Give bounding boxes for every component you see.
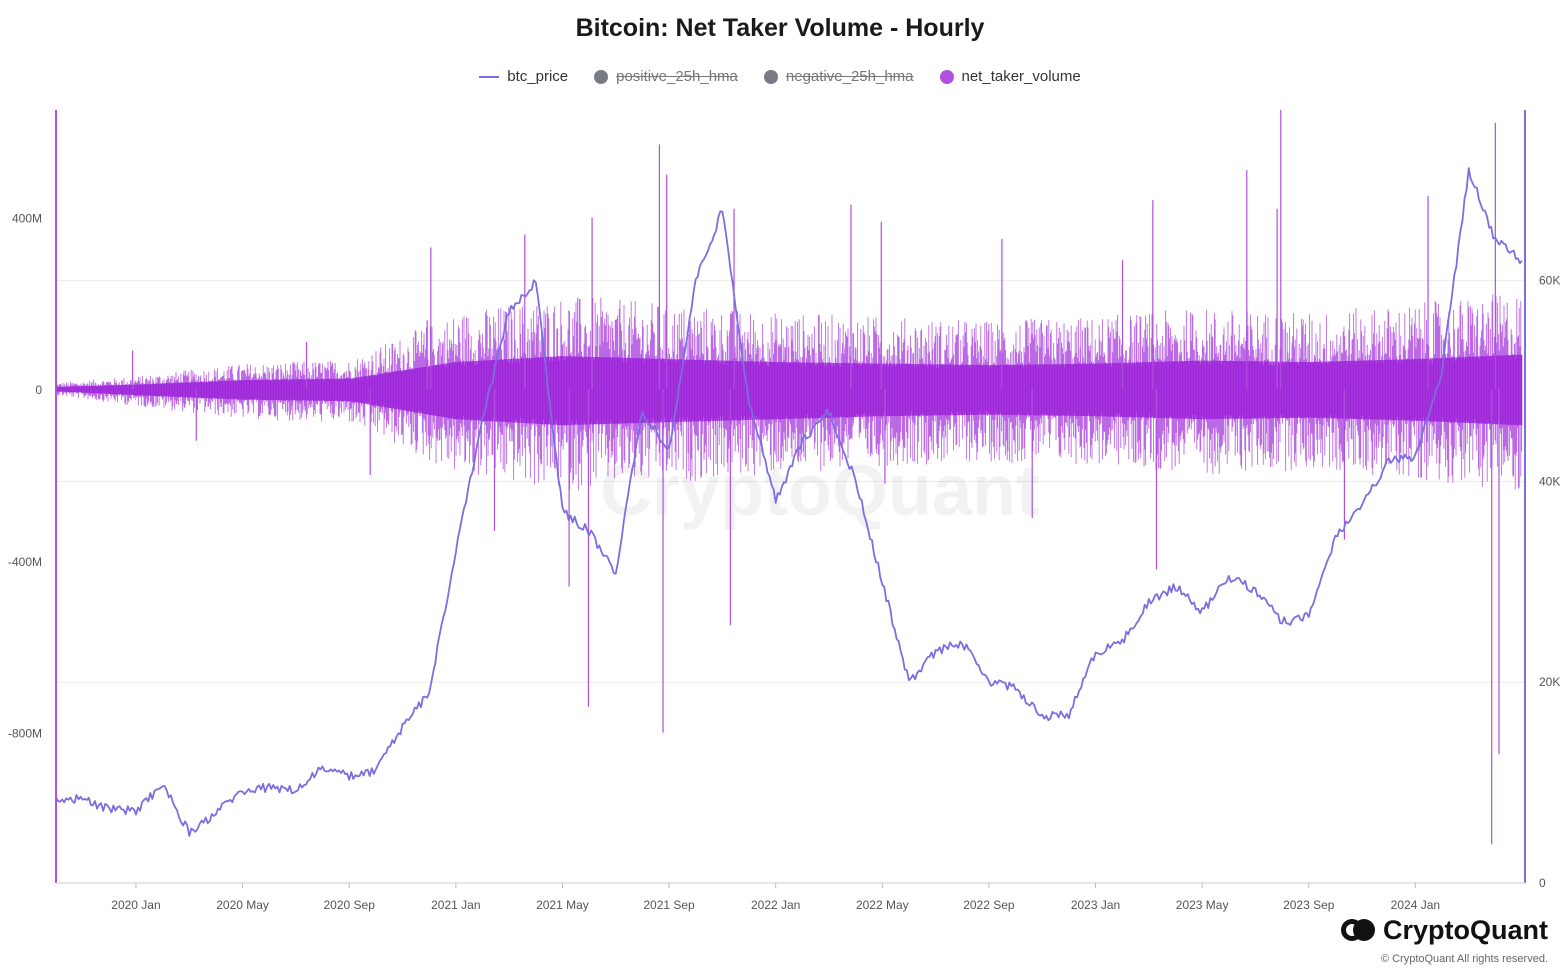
legend-dot-swatch [763,69,778,84]
x-tick-label: 2023 Jan [1071,898,1120,912]
legend-item-negative-25h-hma[interactable]: negative_25h_hma [763,68,914,85]
y-right-tick-label: 60K [1539,274,1560,288]
legend-dot-swatch [594,69,609,84]
btc-price-series [55,167,1523,837]
legend-line-swatch [479,75,500,78]
y-left-tick-label: 400M [12,211,42,225]
x-tick-label: 2020 Sep [324,898,376,912]
x-tick-label: 2022 Sep [963,898,1015,912]
x-tick-label: 2020 May [216,898,269,912]
x-tick-label: 2022 May [856,898,909,912]
legend-dot-swatch [939,69,954,84]
tick-labels: 400M 0 -400M -800M 60K 40K 20K 0 2020 Jan 2020 Ma… [8,211,1560,912]
cryptoquant-logo: CryptoQuant [1341,915,1548,946]
x-tick-label: 2021 Jan [431,898,480,912]
y-right-tick-label: 0 [1539,876,1546,890]
x-tick-label: 2021 May [536,898,589,912]
legend-label: btc_price [507,68,569,85]
x-tick-label: 2023 May [1176,898,1229,912]
y-right-tick-label: 40K [1539,474,1560,488]
legend-item-net-taker-volume[interactable]: net_taker_volume [939,68,1081,85]
watermark: CryptoQuant [600,451,1040,531]
logo-text: CryptoQuant [1383,915,1548,945]
legend-label: positive_25h_hma [616,68,738,85]
chart-title: Bitcoin: Net Taker Volume - Hourly [575,14,985,42]
btc-price-line [55,167,1523,837]
legend-item-btc-price[interactable]: btc_price [479,68,568,85]
x-tick-label: 2021 Sep [643,898,695,912]
cryptoquant-logo-icon [1341,918,1375,944]
x-tick-label: 2020 Jan [111,898,160,912]
legend-item-positive-25h-hma[interactable]: positive_25h_hma [594,68,738,85]
net-taker-volume-series [55,110,1523,845]
y-left-tick-label: -400M [8,555,42,569]
y-right-tick-label: 20K [1539,675,1560,689]
copyright-notice: © CryptoQuant All rights reserved. [1380,953,1548,965]
y-left-tick-label: -800M [8,727,42,741]
axes [55,110,1526,888]
legend: btc_price positive_25h_hma negative_25h_… [0,68,1560,85]
y-left-tick-label: 0 [35,383,42,397]
x-tick-label: 2022 Jan [751,898,800,912]
x-tick-label: 2023 Sep [1283,898,1335,912]
legend-label: negative_25h_hma [785,68,914,85]
watermark-text: CryptoQuant [600,451,1040,531]
x-tick-label: 2024 Jan [1391,898,1440,912]
legend-label: net_taker_volume [961,68,1081,85]
